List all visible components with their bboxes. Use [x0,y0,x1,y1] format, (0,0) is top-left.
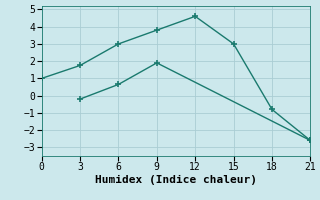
X-axis label: Humidex (Indice chaleur): Humidex (Indice chaleur) [95,175,257,185]
